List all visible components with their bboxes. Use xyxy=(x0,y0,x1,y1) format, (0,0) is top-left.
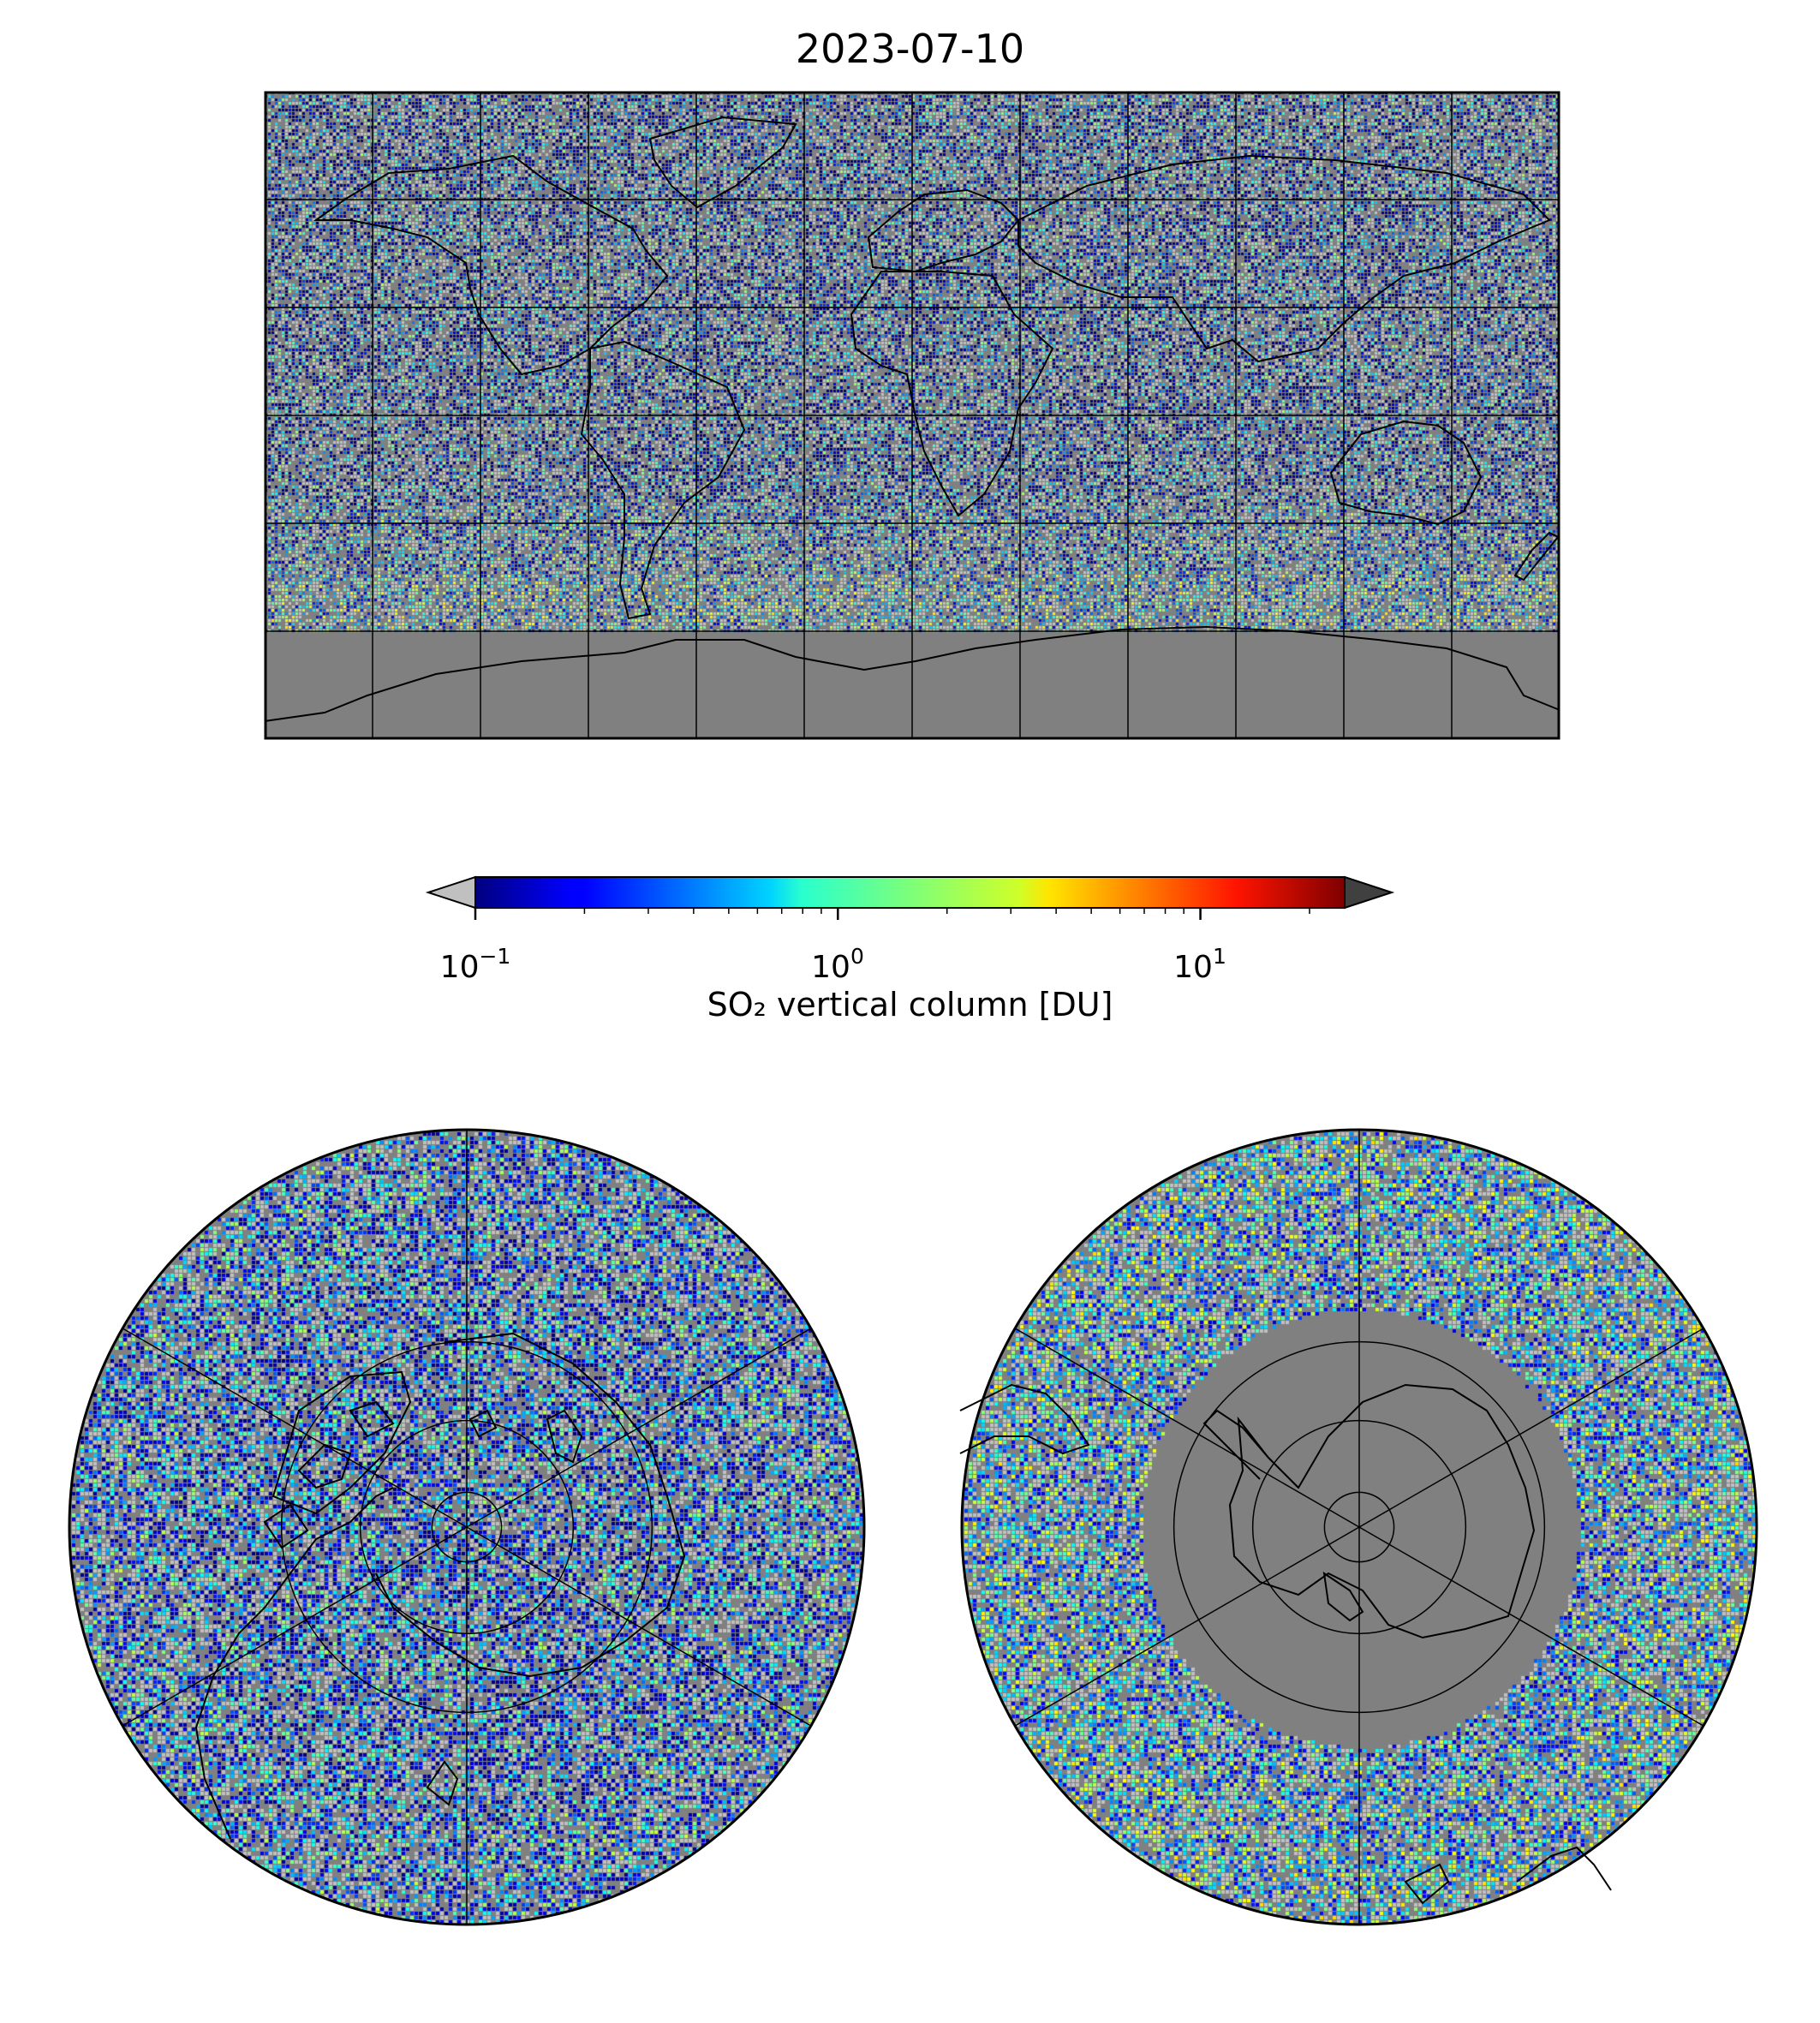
coastline-africa xyxy=(850,271,1054,517)
coastline-new-zealand xyxy=(1513,531,1560,582)
coastline-europe xyxy=(867,188,1020,273)
coastline-australia-south xyxy=(1516,1846,1612,1891)
south-polar-coastlines xyxy=(959,1383,1612,1905)
polar-meridian xyxy=(1358,1328,1704,1528)
polar-meridian xyxy=(1014,1526,1360,1727)
south-polar-overlay xyxy=(959,1128,1758,1926)
coastline-antarctica xyxy=(264,625,1560,722)
colorbar-under-extension xyxy=(425,875,476,910)
tick-label-10-minus1: 10−1 xyxy=(439,944,511,985)
coastline-south-america-tip xyxy=(959,1383,1090,1455)
colorbar-ticks xyxy=(474,908,1310,920)
north-polar-coastlines xyxy=(194,1332,686,1840)
coastline-greenland-north xyxy=(272,1370,412,1515)
coastline-antarctica-main xyxy=(1228,1383,1536,1639)
colorbar-gradient xyxy=(474,876,1346,909)
world-gridlines xyxy=(265,92,1560,739)
polar-meridian xyxy=(1014,1328,1360,1528)
coastline-south-america xyxy=(580,340,746,620)
tick-label-10-1: 101 xyxy=(1173,944,1226,985)
polar-meridian xyxy=(122,1526,468,1727)
coastline-australia xyxy=(1329,420,1483,526)
polar-meridian xyxy=(466,1328,812,1528)
coastline-arctic-north-america xyxy=(194,1487,394,1840)
north-polar-boundary xyxy=(68,1128,866,1926)
coastline-north-america xyxy=(313,154,669,376)
north-polar-overlay xyxy=(68,1128,866,1926)
coastline-greenland xyxy=(648,116,797,209)
north-polar-map xyxy=(68,1128,866,1926)
coastline-japan xyxy=(426,1760,459,1806)
north-polar-gridlines xyxy=(122,1130,812,1925)
polar-meridian xyxy=(1358,1526,1704,1727)
colorbar-over-extension xyxy=(1344,875,1395,910)
coastline-antarctic-peninsula xyxy=(1202,1409,1299,1489)
south-polar-boundary xyxy=(960,1128,1758,1926)
coastline-scandinavia xyxy=(546,1409,583,1464)
coastline-svalbard xyxy=(468,1409,498,1438)
colorbar-label: SO₂ vertical column [DU] xyxy=(707,986,1113,1023)
coastline-new-zealand-south xyxy=(1404,1863,1450,1905)
tick-label-10-0: 100 xyxy=(811,944,864,985)
coastline-eurasia-north xyxy=(375,1332,686,1678)
world-coastlines xyxy=(264,116,1560,722)
south-polar-map xyxy=(959,1128,1758,1926)
world-map xyxy=(264,91,1560,740)
south-polar-gridlines xyxy=(1014,1130,1704,1925)
polar-meridian xyxy=(466,1526,812,1727)
world-map-overlay xyxy=(264,91,1560,740)
coastline-ross-ice-shelf xyxy=(1322,1571,1364,1622)
colorbar-graphic xyxy=(425,875,1395,920)
colorbar: 10−1 100 101 xyxy=(425,874,1396,1036)
coastline-asia xyxy=(1017,154,1551,363)
coastline-canadian-archipelago xyxy=(263,1400,395,1549)
world-map-frame xyxy=(264,91,1560,740)
polar-meridian xyxy=(122,1328,468,1528)
figure-title: 2023-07-10 xyxy=(795,26,1025,72)
